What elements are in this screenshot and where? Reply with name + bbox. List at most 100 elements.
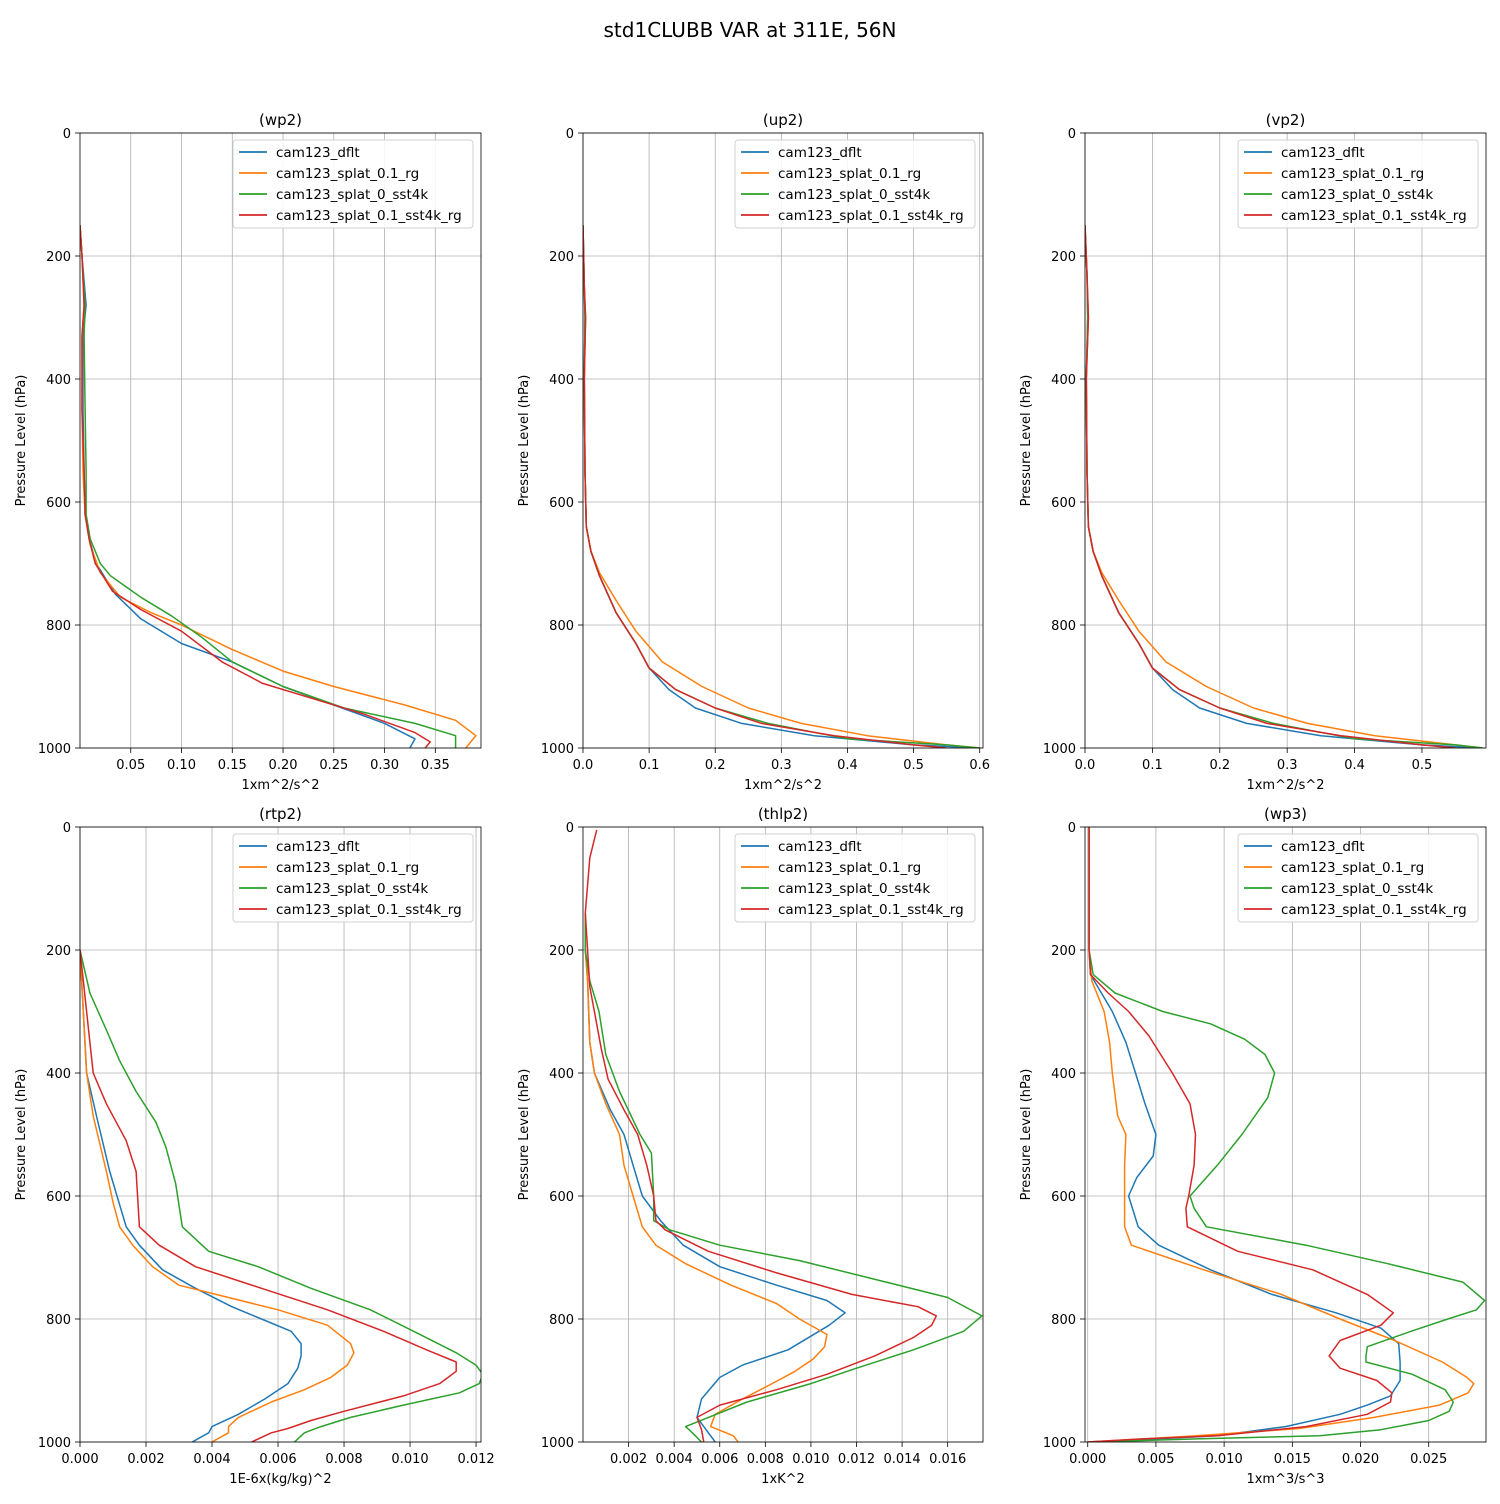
legend-label-cam123_splat_0_sst4k: cam123_splat_0_sst4k (778, 881, 930, 897)
x-tick-label: 0.2 (705, 758, 726, 773)
series-group (1085, 225, 1483, 748)
panel-title: (thlp2) (758, 805, 808, 823)
x-tick-label: 0.5 (903, 758, 924, 773)
y-tick-label: 200 (46, 250, 71, 265)
y-tick-label: 0 (1068, 821, 1076, 836)
chart-panel-3: 0.0 0.1 0.2 0.3 0.4 0.5 0 200 400 600 800 1000 (vp2)… (1019, 111, 1487, 793)
legend: cam123_dflt cam123_splat_0.1_rg cam123_spl… (1237, 139, 1479, 229)
x-tick-label: 0.4 (1344, 758, 1365, 773)
legend-label-cam123_splat_0_sst4k: cam123_splat_0_sst4k (1281, 187, 1433, 203)
legend-box (734, 139, 976, 229)
y-tick-label: 1000 (541, 1436, 574, 1451)
panel-title: (vp2) (1266, 111, 1306, 129)
legend-box (232, 833, 474, 923)
y-tick-label: 400 (46, 373, 71, 388)
legend-label-cam123_splat_0.1_rg: cam123_splat_0.1_rg (1281, 166, 1424, 182)
x-tick-label: 0.010 (391, 1452, 428, 1467)
x-tick-label: 0.0 (573, 758, 594, 773)
x-tick-label: 0.000 (1069, 1452, 1106, 1467)
legend-label-cam123_splat_0_sst4k: cam123_splat_0_sst4k (1281, 881, 1433, 897)
y-axis-label: Pressure Level (hPa) (14, 1069, 29, 1201)
x-axis-label: 1xK^2 (761, 1472, 805, 1487)
legend: cam123_dflt cam123_splat_0.1_rg cam123_spl… (1237, 833, 1479, 923)
series-line-cam123_splat_0.1_sst4k_rg (583, 225, 947, 748)
x-tick-label: 0.010 (792, 1452, 829, 1467)
y-tick-label: 0 (1068, 127, 1076, 142)
x-tick-label: 0.012 (838, 1452, 875, 1467)
y-tick-label: 400 (1051, 1067, 1076, 1082)
x-axis-label: 1xm^2/s^2 (744, 778, 822, 793)
axes-frame (1084, 826, 1487, 1443)
y-tick-label: 200 (46, 944, 71, 959)
x-tick-label: 0.3 (771, 758, 792, 773)
legend-label-cam123_dflt: cam123_dflt (1281, 839, 1365, 855)
y-axis-label: Pressure Level (hPa) (1019, 1069, 1034, 1201)
y-tick-label: 1000 (541, 742, 574, 757)
legend-label-cam123_dflt: cam123_dflt (276, 839, 360, 855)
series-line-cam123_dflt (1087, 827, 1401, 1442)
x-tick-label: 0.015 (1274, 1452, 1311, 1467)
y-tick-label: 0 (63, 821, 71, 836)
legend-label-cam123_dflt: cam123_dflt (1281, 145, 1365, 161)
x-tick-label: 0.012 (457, 1452, 494, 1467)
legend-label-cam123_dflt: cam123_dflt (276, 145, 360, 161)
y-tick-label: 1000 (38, 742, 71, 757)
series-group (80, 225, 477, 748)
legend-label-cam123_dflt: cam123_dflt (778, 839, 862, 855)
x-tick-label: 0.3 (1277, 758, 1298, 773)
legend-label-cam123_splat_0.1_sst4k_rg: cam123_splat_0.1_sst4k_rg (778, 902, 964, 918)
legend-label-cam123_splat_0.1_sst4k_rg: cam123_splat_0.1_sst4k_rg (276, 902, 462, 918)
series-line-cam123_splat_0_sst4k (1088, 827, 1486, 1442)
series-group (583, 225, 980, 748)
series-line-cam123_splat_0.1_rg (80, 949, 355, 1442)
panel-title: (wp2) (259, 111, 302, 129)
panel-title: (up2) (763, 111, 803, 129)
legend: cam123_dflt cam123_splat_0.1_rg cam123_spl… (232, 139, 474, 229)
x-tick-label: 0.002 (610, 1452, 647, 1467)
x-tick-label: 0.30 (370, 758, 399, 773)
axes-frame (582, 826, 984, 1443)
chart-panel-1: 0.05 0.10 0.15 0.20 0.25 0.30 0.35 0 200 400 600 80… (14, 111, 482, 793)
x-tick-label: 0.016 (929, 1452, 966, 1467)
x-tick-label: 0.008 (325, 1452, 362, 1467)
x-tick-label: 0.006 (259, 1452, 296, 1467)
legend-label-cam123_splat_0.1_sst4k_rg: cam123_splat_0.1_sst4k_rg (1281, 208, 1467, 224)
series-group (80, 949, 481, 1442)
y-tick-label: 400 (549, 373, 574, 388)
y-tick-label: 400 (549, 1067, 574, 1082)
legend-label-cam123_splat_0.1_rg: cam123_splat_0.1_rg (1281, 860, 1424, 876)
panel-title: (rtp2) (259, 805, 302, 823)
x-tick-label: 0.1 (1142, 758, 1163, 773)
legend-label-cam123_splat_0.1_rg: cam123_splat_0.1_rg (778, 166, 921, 182)
x-tick-label: 0.002 (127, 1452, 164, 1467)
axes-frame (1084, 132, 1487, 749)
series-line-cam123_splat_0.1_sst4k_rg (80, 949, 457, 1442)
chart-panel-4: 0.000 0.002 0.004 0.006 0.008 0.010 0.012 0 200 4… (14, 805, 495, 1487)
legend-box (734, 833, 976, 923)
y-tick-label: 1000 (1043, 1436, 1076, 1451)
legend-box (1237, 833, 1479, 923)
y-tick-label: 600 (1051, 496, 1076, 511)
x-tick-label: 0.000 (61, 1452, 98, 1467)
series-group (584, 829, 983, 1442)
legend-label-cam123_splat_0.1_rg: cam123_splat_0.1_rg (778, 860, 921, 876)
x-tick-label: 0.05 (116, 758, 145, 773)
x-tick-label: 0.025 (1410, 1452, 1447, 1467)
x-axis-label: 1xm^2/s^2 (1246, 778, 1324, 793)
legend-label-cam123_splat_0_sst4k: cam123_splat_0_sst4k (778, 187, 930, 203)
y-tick-label: 600 (549, 1190, 574, 1205)
series-line-cam123_splat_0.1_sst4k_rg (1087, 827, 1395, 1442)
x-tick-label: 0.004 (656, 1452, 693, 1467)
legend-box (232, 139, 474, 229)
x-tick-label: 0.10 (167, 758, 196, 773)
chart-panel-6: 0.000 0.005 0.010 0.015 0.020 0.025 0 200 400 600… (1019, 805, 1487, 1487)
x-tick-label: 0.6 (969, 758, 990, 773)
legend-label-cam123_splat_0.1_sst4k_rg: cam123_splat_0.1_sst4k_rg (1281, 902, 1467, 918)
x-tick-label: 0.20 (269, 758, 298, 773)
legend-label-cam123_splat_0.1_rg: cam123_splat_0.1_rg (276, 860, 419, 876)
legend-label-cam123_splat_0_sst4k: cam123_splat_0_sst4k (276, 881, 428, 897)
y-tick-label: 600 (549, 496, 574, 511)
series-line-cam123_splat_0_sst4k (80, 949, 481, 1442)
